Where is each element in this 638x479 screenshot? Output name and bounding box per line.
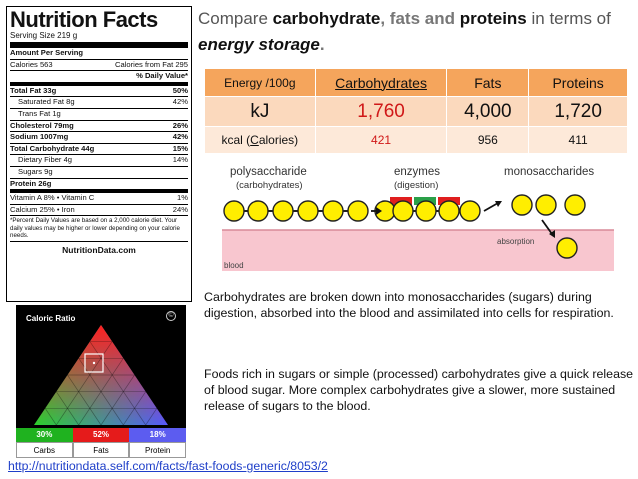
monosaccharides-label: monosaccharides [504,166,594,178]
nutrient-value: 15% [172,143,188,153]
heading-text: , [380,9,390,28]
slide-heading: Compare carbohydrate, fats and proteins … [198,6,628,58]
ratio-label-carbs: Carbs [16,442,73,458]
nutrient-row: Calcium 25% • Iron 24% [10,205,188,217]
nutrient-label: Saturated Fat 8g [18,97,75,107]
nutrient-value: 1% [177,193,188,203]
source-link[interactable]: http://nutritiondata.self.com/facts/fast… [8,459,328,473]
ratio-percent-carbs: 30% [16,428,73,442]
caloric-ratio-panel: Caloric Ratio © 30% 52% 18% Carbs Fats Prote… [16,305,187,458]
nutrient-row: Vitamin A 8% • Vitamin C 1% [10,193,188,205]
polysaccharide-chain [223,200,369,222]
serving-size: Serving Size 219 g [10,31,188,48]
nutrient-label: Protein 26g [10,178,52,188]
blood-band [222,230,614,271]
nutrient-label: Amount Per Serving [10,48,83,57]
ratio-label-protein: Protein [129,442,187,458]
energy-table-header: Energy /100g Carbohydrates Fats Proteins [204,68,628,97]
nutrient-value: 26% [172,120,188,130]
header-energy: Energy /100g [204,68,316,97]
absorption-label: absorption [497,237,534,246]
digestion-arrows [371,201,555,238]
kj-row: kJ 1,760 4,000 1,720 [204,96,628,127]
heading-energy-storage: energy storage [198,35,320,54]
kcal-fats: 956 [446,126,530,154]
ratio-percent-bars: 30% 52% 18% [16,428,187,442]
nutrient-row: % Daily Value* [10,71,188,86]
nutrient-row: Saturated Fat 8g 42% [10,97,188,109]
nutrition-facts-label: Nutrition Facts Serving Size 219 g Amoun… [6,6,192,302]
nutrient-label: Total Carbohydrate 44g [10,143,95,153]
blood-label: blood [224,261,244,270]
nutrient-row: Sugars 9g [10,167,188,179]
nutrient-label: Total Fat 33g [10,85,57,95]
polysaccharide-label: polysaccharide [230,166,307,178]
kj-label: kJ [204,96,316,127]
kcal-proteins: 411 [528,126,628,154]
nutrient-value: 24% [172,204,188,214]
nutrient-value: 42% [172,97,188,107]
polysaccharide-sublabel: (carbohydrates) [236,180,303,191]
digestion-diagram: blood absorption polysaccharide (carbohy… [222,166,614,271]
ratio-marker [84,353,104,373]
nutrient-label: Cholesterol 79mg [10,120,74,130]
blood-sugar-paragraph: Foods rich in sugars or simple (processe… [204,367,634,413]
nutrition-source: NutritionData.com [62,244,136,255]
nutrient-value: 50% [172,85,188,95]
nutrition-facts-title: Nutrition Facts [10,7,158,32]
nutrient-label: Calcium 25% • Iron [10,204,75,214]
ratio-labels: Carbs Fats Protein [16,442,187,458]
nutrient-value: % Daily Value* [136,71,188,81]
nutrient-label: Sodium 1007mg [10,132,69,142]
enzyme-chain [374,197,481,222]
nutrient-row: Sodium 1007mg 42% [10,132,188,144]
kj-fats: 4,000 [446,96,530,127]
nutrient-row: Total Fat 33g 50% [10,86,188,98]
nutrient-label: Dietary Fiber 4g [18,155,73,165]
header-carbohydrates: Carbohydrates [314,68,448,97]
nutrient-value: 14% [172,155,188,165]
copyright-icon: © [166,311,176,321]
nutrient-label: Sugars 9g [18,166,53,176]
header-fats: Fats [446,68,530,97]
ratio-percent-fats: 52% [72,428,130,442]
nutrient-label: Calories 563 [10,59,53,69]
kcal-row: kcal (Calories) 421 956 411 [204,126,628,154]
energy-table: Energy /100g Carbohydrates Fats Proteins… [204,68,628,154]
heading-text: . [319,35,325,54]
nutrient-row: Protein 26g [10,179,188,194]
nutrient-row: Dietary Fiber 4g 14% [10,155,188,167]
nutrient-rows: Amount Per Serving Calories 563 Calories f… [10,48,188,217]
heading-text: in terms of [526,9,611,28]
nutrient-row: Calories 563 Calories from Fat 295 [10,60,188,72]
nutrient-row: Total Carbohydrate 44g 15% [10,144,188,156]
digestion-paragraph: Carbohydrates are broken down into monos… [204,290,614,320]
kj-proteins: 1,720 [528,96,628,127]
enzymes-label: enzymes [394,166,440,178]
nutrient-value: 42% [172,132,188,142]
ratio-label-fats: Fats [72,442,130,458]
header-proteins: Proteins [528,68,628,97]
enzymes-sublabel: (digestion) [394,180,438,191]
kj-carbs: 1,760 [314,96,448,127]
nutrient-value: Calories from Fat 295 [114,59,188,69]
nutrient-row: Trans Fat 1g [10,109,188,121]
nutrient-label: Trans Fat 1g [18,108,61,118]
kcal-label: kcal (Calories) [204,126,316,154]
ratio-percent-protein: 18% [129,428,187,442]
nutrient-row: Amount Per Serving [10,48,188,60]
kcal-carbs: 421 [314,126,448,154]
heading-text: Compare [198,9,273,28]
caloric-ratio-triangle [34,325,168,426]
heading-carbohydrate: carbohydrate [272,9,381,28]
daily-value-footnote: *Percent Daily Values are based on a 2,0… [10,216,188,242]
heading-proteins: proteins [459,9,527,28]
monosaccharide-molecules [511,194,586,259]
heading-text: and [420,9,460,28]
heading-fats: fats [389,9,421,28]
caloric-ratio-title: Caloric Ratio [26,314,76,323]
nutrient-label: Vitamin A 8% • Vitamin C [10,193,95,203]
nutrient-row: Cholesterol 79mg 26% [10,121,188,133]
